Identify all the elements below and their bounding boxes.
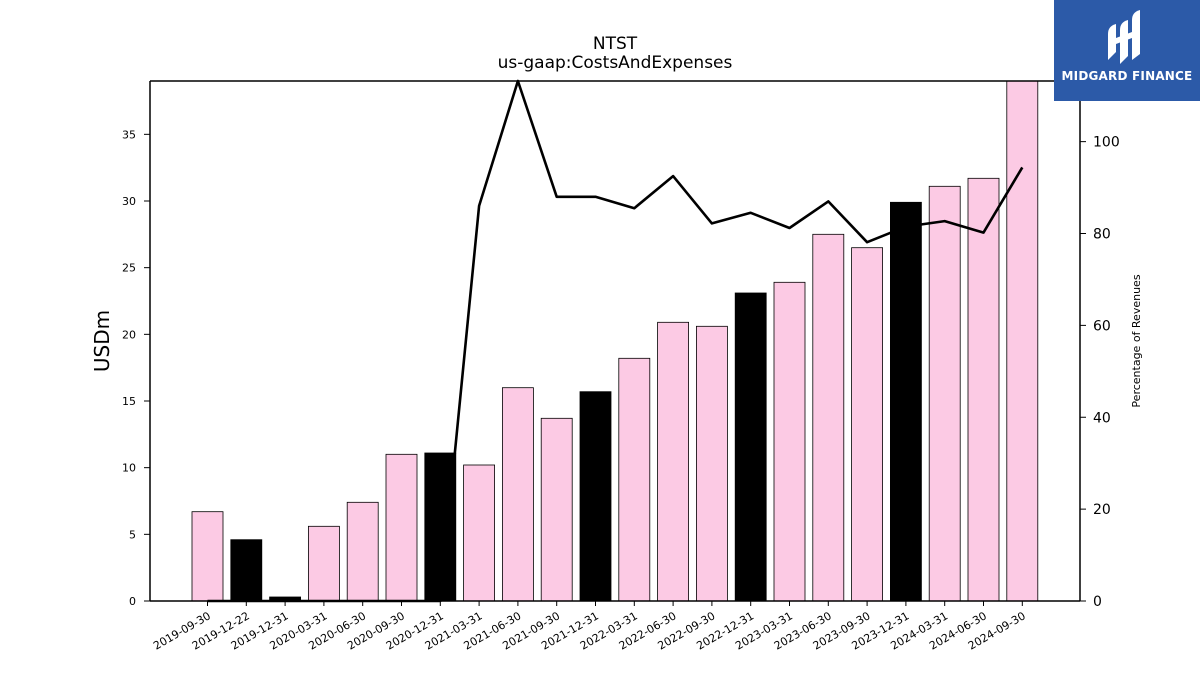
y-axis-label: USDm <box>90 310 114 372</box>
x-ticks: 2019-09-302019-12-222019-12-312020-03-31… <box>151 601 1028 653</box>
bar-2021-12-31 <box>579 391 612 602</box>
bar-2022-06-30 <box>657 321 689 602</box>
left-y-ticks: 0 5 10 15 20 25 30 35 <box>122 128 150 608</box>
bar-series <box>191 80 1039 602</box>
axes <box>149 80 1081 602</box>
bar-2023-06-30 <box>812 233 845 602</box>
midgard-logo-icon <box>1108 10 1140 64</box>
y-tick-label: 15 <box>122 395 136 408</box>
bar-2022-09-30 <box>696 325 728 602</box>
bar-2020-12-31 <box>424 452 457 602</box>
bar-2021-06-30 <box>501 387 534 602</box>
y2-tick-label: 80 <box>1093 227 1111 243</box>
bar-2023-03-31 <box>773 281 806 602</box>
bar-2020-06-30 <box>346 501 379 602</box>
logo-text: MIDGARD FINANCE <box>1061 69 1193 83</box>
bar-2024-09-30 <box>1006 80 1039 602</box>
y-tick-label: 25 <box>122 262 136 275</box>
bar-2019-09-30 <box>191 511 224 602</box>
y2-tick-label: 100 <box>1093 135 1120 151</box>
y2-axis-label: Percentage of Revenues <box>1130 274 1143 407</box>
bar-2019-12-22 <box>230 539 263 602</box>
bar-2022-12-31 <box>734 292 767 602</box>
right-y-ticks: 0 20 40 60 80 100 <box>1080 135 1120 610</box>
bar-2024-03-31 <box>928 185 961 602</box>
y-tick-label: 10 <box>122 462 136 475</box>
bar-2023-09-30 <box>851 247 883 602</box>
bar-2020-09-30 <box>385 453 418 602</box>
bar-2021-09-30 <box>540 417 573 602</box>
y-tick-label: 35 <box>122 128 136 141</box>
bar-2021-03-31 <box>463 464 496 602</box>
y-tick-label: 5 <box>129 528 136 541</box>
bar-2023-12-31 <box>890 201 922 602</box>
y2-tick-label: 20 <box>1093 502 1111 518</box>
chart-subtitle: us-gaap:CostsAndExpenses <box>498 53 733 73</box>
y-tick-label: 30 <box>122 195 136 208</box>
bar-2024-06-30 <box>967 177 1000 602</box>
y-tick-label: 20 <box>122 328 136 341</box>
bar-2020-03-31 <box>307 525 340 602</box>
midgard-finance-logo: MIDGARD FINANCE <box>1054 0 1200 101</box>
y2-tick-label: 0 <box>1093 594 1102 610</box>
y-tick-label: 0 <box>129 595 136 608</box>
chart-title: NTST <box>593 34 638 54</box>
y2-tick-label: 60 <box>1093 318 1111 334</box>
bar-2022-03-31 <box>618 357 651 602</box>
y2-tick-label: 40 <box>1093 410 1111 426</box>
